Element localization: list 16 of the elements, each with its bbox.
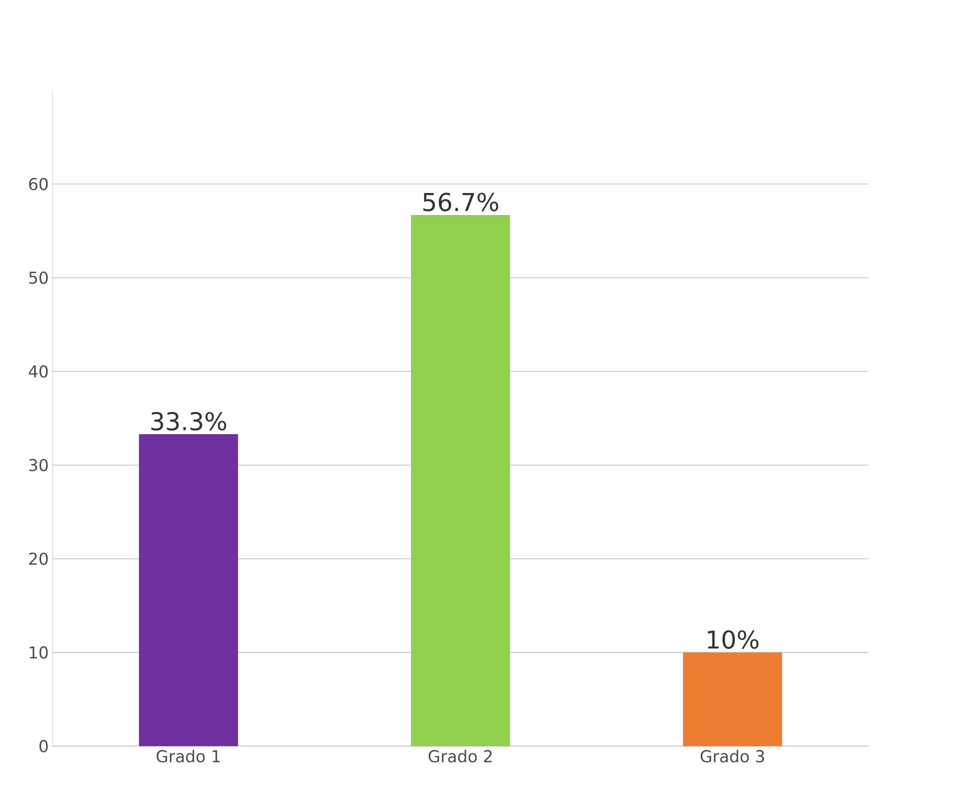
x-tick-label: Grado 3	[700, 750, 764, 763]
data-label: 10%	[708, 630, 758, 649]
y-tick-label: 30	[29, 458, 48, 472]
y-tick-label: 20	[29, 552, 48, 566]
bar	[138, 434, 238, 746]
y-tick-label: 50	[29, 272, 48, 284]
x-tick-label: Grado 1	[156, 750, 220, 763]
bar	[410, 215, 510, 746]
data-label: 56.7%	[423, 192, 498, 212]
bar	[683, 652, 782, 746]
data-label: 33.3%	[151, 412, 226, 431]
y-tick-label: 10	[30, 646, 48, 659]
y-tick-label: 40	[28, 365, 48, 378]
y-tick-label: 60	[29, 178, 48, 190]
x-tick-label: Grado 2	[428, 750, 492, 763]
y-tick-label: 0	[40, 740, 48, 752]
